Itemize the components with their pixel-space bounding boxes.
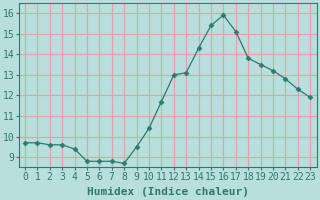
X-axis label: Humidex (Indice chaleur): Humidex (Indice chaleur) [87,187,249,197]
